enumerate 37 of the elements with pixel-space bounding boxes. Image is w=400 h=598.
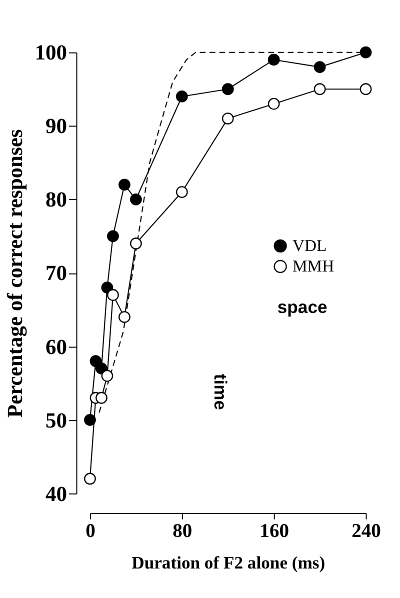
y-tick-label: 70 xyxy=(45,261,67,286)
point xyxy=(118,178,130,191)
x-tick-label: 0 xyxy=(86,520,96,542)
x-axis-title: Duration of F2 alone (ms) xyxy=(132,552,326,572)
point xyxy=(360,46,372,58)
point xyxy=(84,414,96,426)
point xyxy=(118,311,130,323)
point xyxy=(176,90,188,102)
x-tick-label: 80 xyxy=(172,520,192,542)
point xyxy=(314,61,326,74)
point xyxy=(84,472,96,485)
annotation: space xyxy=(277,297,328,318)
y-tick-label: 80 xyxy=(45,188,67,212)
y-tick-label: 40 xyxy=(45,482,67,506)
y-tick-label: 90 xyxy=(45,114,67,138)
point xyxy=(107,230,119,242)
x-tick-label: 240 xyxy=(352,520,382,542)
point xyxy=(96,392,108,404)
y-tick-label: 100 xyxy=(34,40,67,65)
point xyxy=(107,289,119,301)
point xyxy=(360,83,372,96)
y-tick-label: 60 xyxy=(45,334,67,359)
point xyxy=(268,98,280,110)
legend-label: MMH xyxy=(292,256,334,276)
y-tick-label: 50 xyxy=(45,408,67,432)
point xyxy=(130,238,142,250)
x-tick-label: 160 xyxy=(260,520,290,542)
point xyxy=(314,83,326,96)
point xyxy=(222,112,234,124)
point xyxy=(101,370,114,382)
legend-label: VDL xyxy=(292,236,327,255)
point xyxy=(176,186,188,198)
point xyxy=(268,54,280,66)
annotation: time xyxy=(210,374,231,410)
point xyxy=(130,193,142,206)
y-axis-title: Percentage of correct responses xyxy=(3,129,28,418)
point xyxy=(222,83,234,96)
